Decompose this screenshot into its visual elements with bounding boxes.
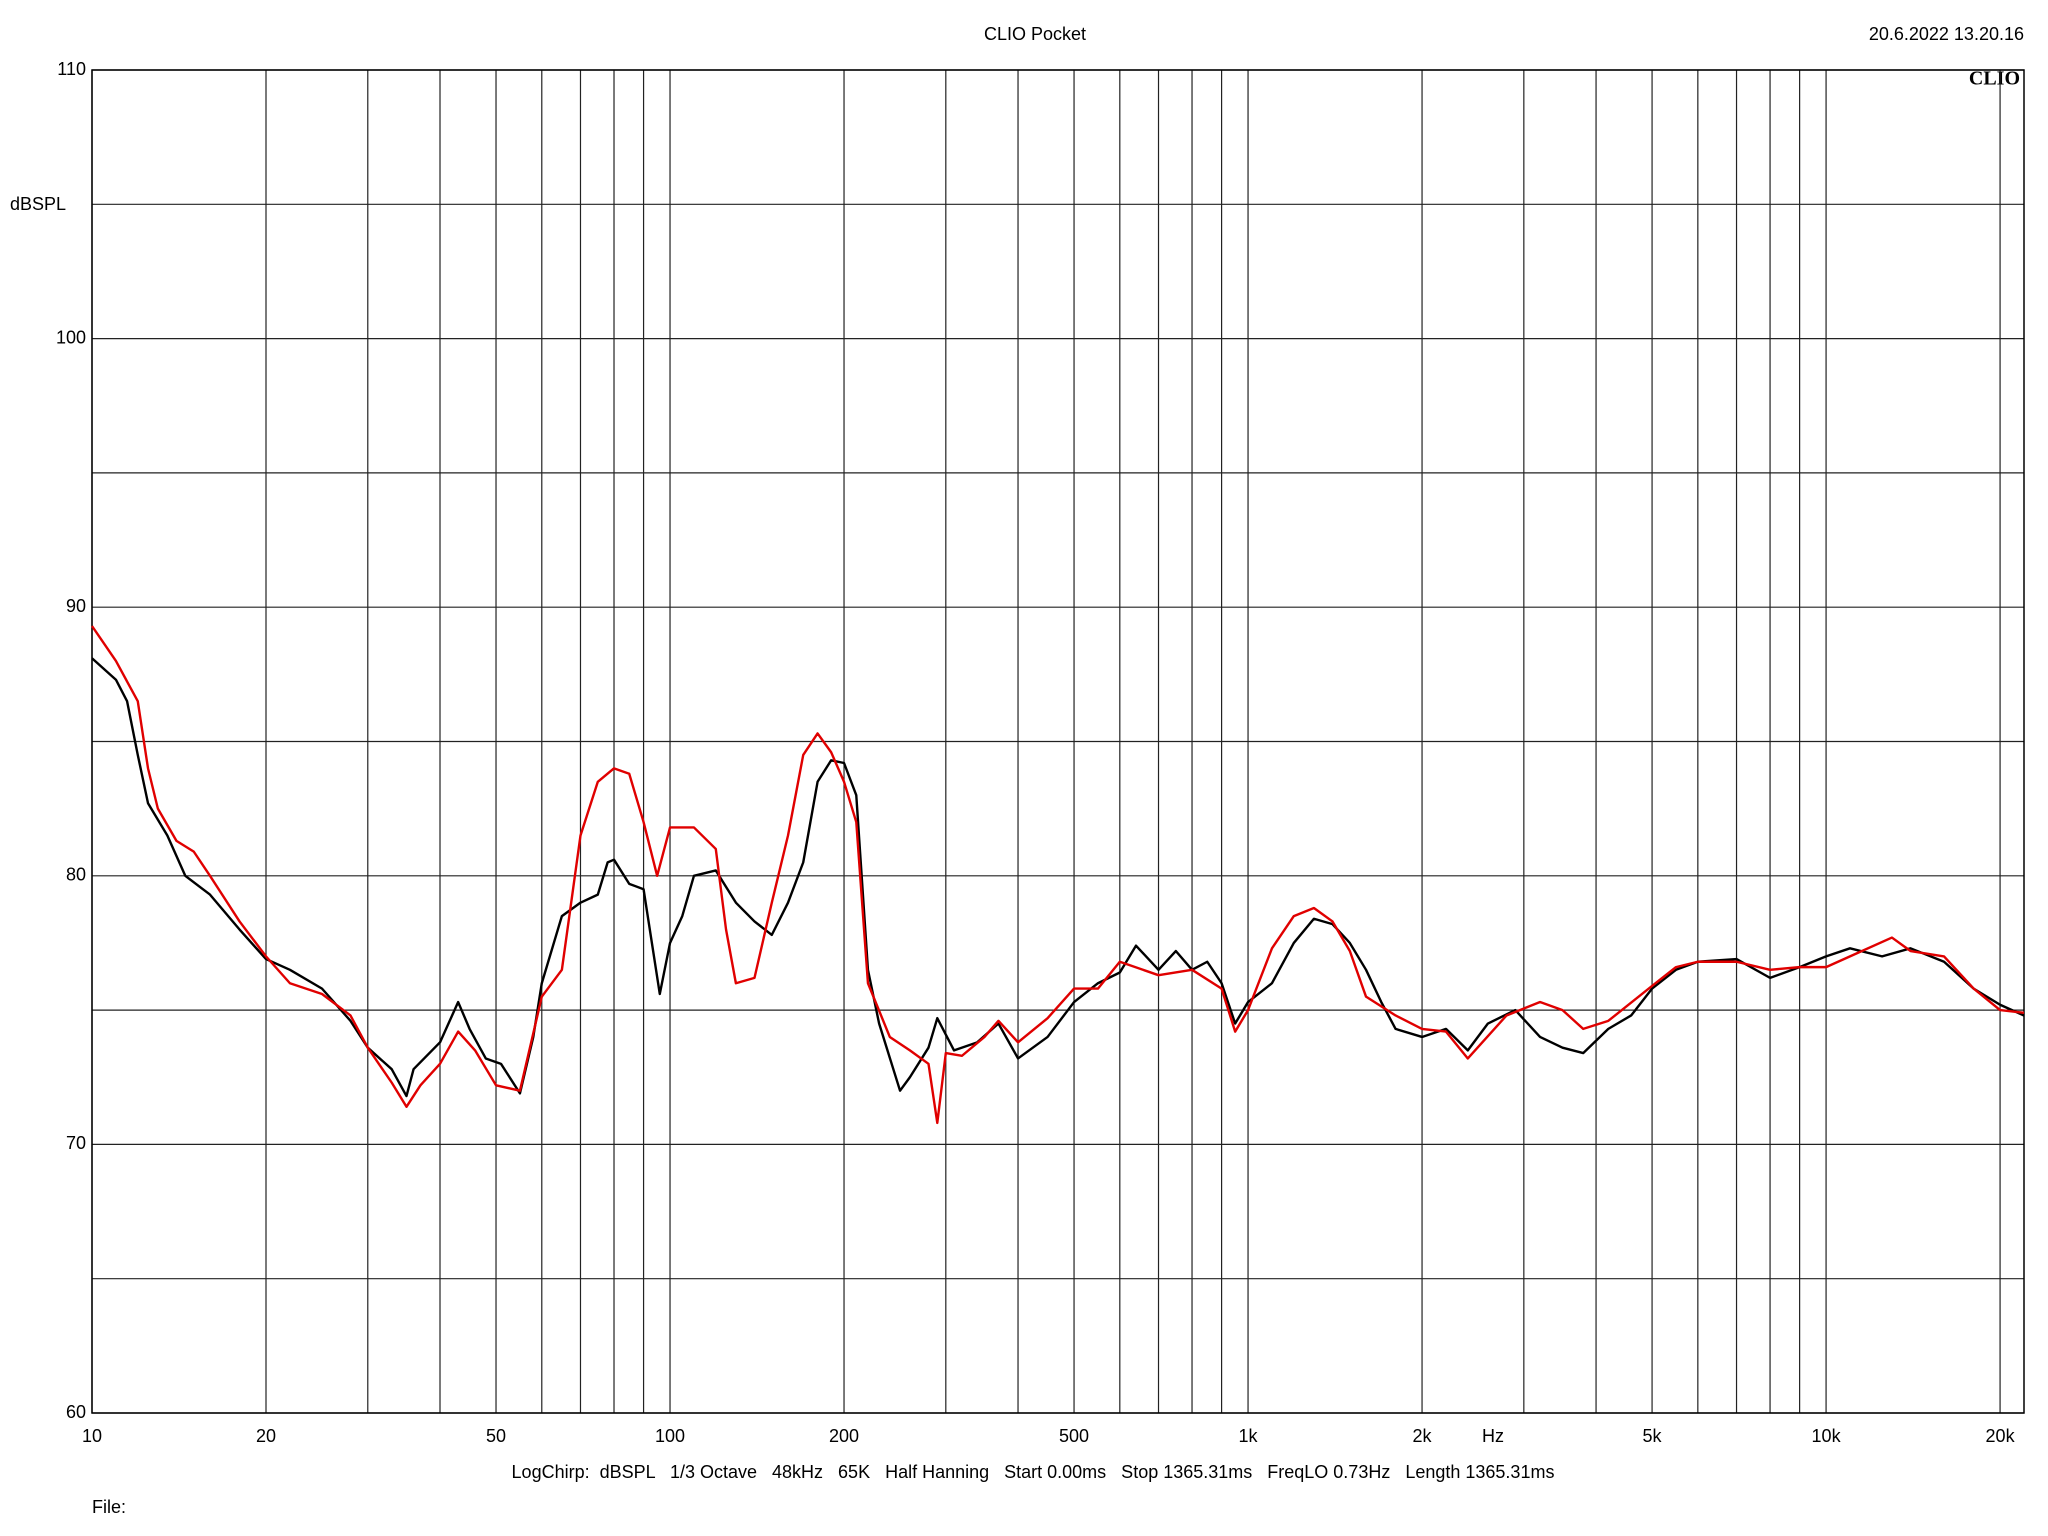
y-tick-label: 100 xyxy=(56,327,86,347)
y-tick-label: 60 xyxy=(66,1402,86,1422)
x-tick-label: 10 xyxy=(82,1426,102,1446)
y-tick-label: 70 xyxy=(66,1133,86,1153)
chart-title: CLIO Pocket xyxy=(984,24,1086,44)
logo: CLIO xyxy=(1969,68,2020,90)
x-tick-label: 500 xyxy=(1059,1426,1089,1446)
y-tick-label: 110 xyxy=(57,59,86,79)
file-label: File: xyxy=(92,1497,126,1517)
x-tick-label: 100 xyxy=(655,1426,685,1446)
x-tick-label: 20 xyxy=(256,1426,276,1446)
series-line xyxy=(91,625,2025,1125)
x-tick-label: 20k xyxy=(1986,1426,2016,1446)
y-axis-label: dBSPL xyxy=(10,194,66,214)
x-tick-label: 10k xyxy=(1812,1426,1842,1446)
x-tick-label: 5k xyxy=(1643,1426,1663,1446)
y-tick-label: 90 xyxy=(66,596,86,616)
x-tick-label: 1k xyxy=(1239,1426,1259,1446)
y-tick-label: 80 xyxy=(66,865,86,885)
x-tick-label: 50 xyxy=(486,1426,506,1446)
plot-frame xyxy=(91,69,2025,1414)
series-line xyxy=(91,657,2025,1098)
footer: LogChirp: dBSPL 1/3 Octave 48kHz 65K Hal… xyxy=(512,1462,1555,1482)
x-tick-label: 200 xyxy=(829,1426,859,1446)
x-axis-label: Hz xyxy=(1482,1426,1504,1446)
timestamp: 20.6.2022 13.20.16 xyxy=(1869,24,2024,44)
x-tick-label: 2k xyxy=(1413,1426,1433,1446)
